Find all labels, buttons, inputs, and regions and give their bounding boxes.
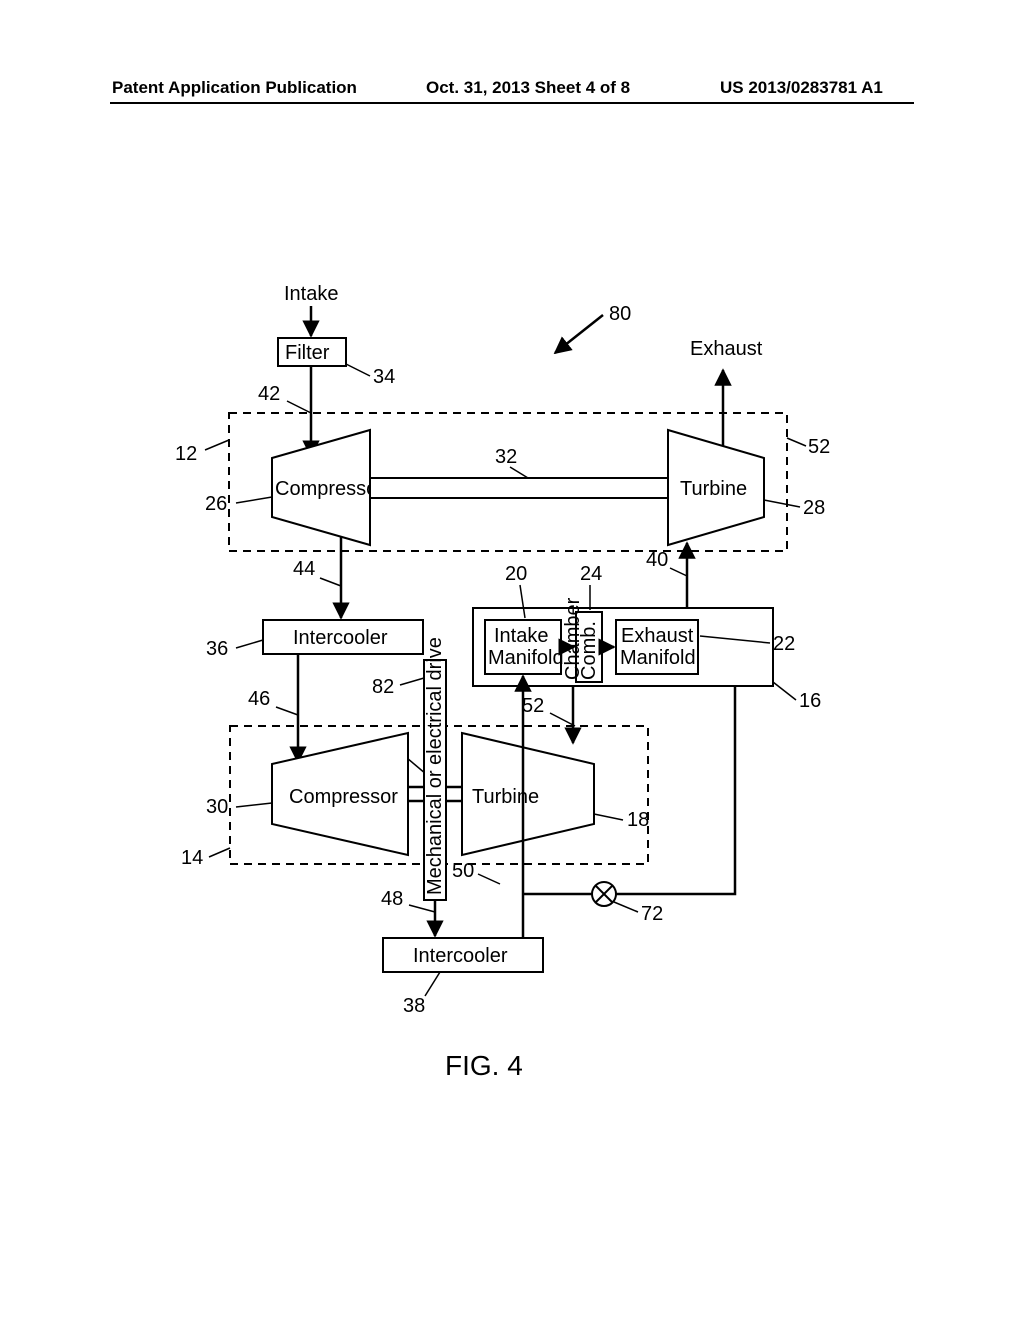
leader-42 [287,401,311,413]
ref-22: 22 [773,633,795,655]
page: Patent Application Publication Oct. 31, … [0,0,1024,1320]
ref-46: 46 [248,688,270,710]
leader-28 [764,500,800,507]
ref-40: 40 [646,549,668,571]
ref-16: 16 [799,690,821,712]
leader-14 [209,848,230,857]
diagram-svg: Intake Filter 34 42 80 Exhaust 12 52 Com… [0,0,1024,1320]
leader-46 [276,707,298,715]
turbine-1-label: Turbine [680,478,747,500]
ref-52b: 52 [522,695,544,717]
ref-28: 28 [803,497,825,519]
leader-48 [409,905,435,912]
ref-36: 36 [206,638,228,660]
filter-label: Filter [285,342,330,364]
leader-52a [787,438,806,446]
compressor-1-label: Compressor [275,478,384,500]
ref-48: 48 [381,888,403,910]
leader-36 [236,640,263,648]
ref-18: 18 [627,809,649,831]
intercooler-1-label: Intercooler [293,627,388,649]
ref-38: 38 [403,995,425,1017]
ref-42: 42 [258,383,280,405]
ref-20: 20 [505,563,527,585]
leader-44 [320,578,341,586]
ref-30: 30 [206,796,228,818]
intake-manifold-l1: Intake [494,625,548,647]
turbine-2-label: Turbine [472,786,539,808]
leader-72 [614,902,638,912]
leader-82 [400,678,424,685]
leader-40 [670,568,687,576]
ref-52a: 52 [808,436,830,458]
intake-manifold-l2: Manifold [488,647,564,669]
exhaust-label: Exhaust [690,338,763,360]
ref-80: 80 [609,303,631,325]
leader-32 [510,467,528,478]
leader-30 [236,803,272,807]
ref-26: 26 [205,493,227,515]
ref-14: 14 [181,847,203,869]
leader-16 [773,682,796,700]
intake-label: Intake [284,283,338,305]
leader-34 [346,364,370,376]
leader-50 [478,874,500,884]
leader-26 [236,497,272,503]
comb-l2: Chamber [562,597,584,680]
leader-38 [425,972,440,996]
leader-12 [205,440,229,450]
ref-34: 34 [373,366,395,388]
leader-52b [550,713,575,726]
drive-label: Mechanical or electrical drive [424,637,446,895]
ref-72: 72 [641,903,663,925]
figure-label: FIG. 4 [445,1050,523,1081]
intercooler-2-label: Intercooler [413,945,508,967]
shaft-upper [370,478,668,498]
ref-50: 50 [452,860,474,882]
leader-80 [555,315,603,353]
valve-72 [592,882,616,906]
ref-44: 44 [293,558,315,580]
ref-24: 24 [580,563,602,585]
exhaust-manifold-l1: Exhaust [621,625,694,647]
ref-32: 32 [495,446,517,468]
ref-82: 82 [372,676,394,698]
ref-12: 12 [175,443,197,465]
compressor-2-label: Compressor [289,786,398,808]
exhaust-manifold-l2: Manifold [620,647,696,669]
leader-18 [594,814,623,820]
